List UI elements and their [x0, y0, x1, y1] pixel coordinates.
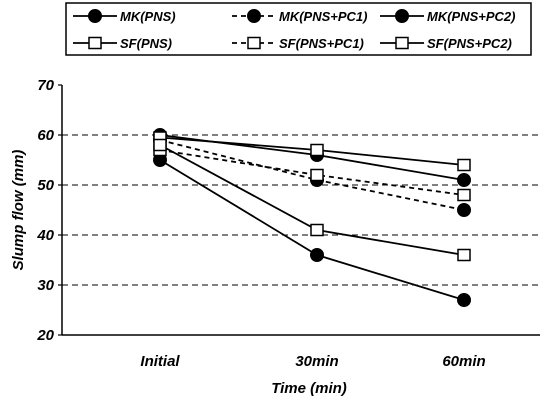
data-point [457, 293, 471, 307]
legend-label: MK(PNS+PC1) [279, 9, 368, 24]
legend: MK(PNS) MK(PNS+PC1) MK(PNS+PC2) SF(PNS) SF(P… [65, 2, 532, 56]
data-point [310, 143, 324, 157]
legend-label: MK(PNS+PC2) [427, 9, 516, 24]
legend-marker [395, 9, 409, 23]
y-tick-label: 40 [36, 227, 54, 244]
x-tick-label: 30min [295, 353, 338, 370]
series-SF(PNS+PC2) [153, 138, 471, 262]
legend-item: SF(PNS+PC1) [232, 36, 364, 51]
legend-item: MK(PNS) [73, 9, 176, 24]
data-point [457, 188, 471, 202]
plot-area: 20 30 40 50 60 70 Initial 30min 60min [36, 77, 540, 370]
y-tick-label: 30 [37, 277, 54, 294]
series-SF(PNS) [153, 131, 471, 172]
legend-item: SF(PNS) [73, 36, 172, 51]
data-point [310, 223, 324, 237]
legend-marker [88, 9, 102, 23]
legend-label: MK(PNS) [120, 9, 176, 24]
x-tick-label: 60min [442, 353, 485, 370]
legend-item: SF(PNS+PC2) [380, 36, 512, 51]
data-point [457, 173, 471, 187]
legend-box [65, 2, 532, 56]
data-point [457, 158, 471, 172]
legend-marker [247, 36, 261, 50]
y-tick-label: 50 [37, 177, 54, 194]
data-point [153, 138, 167, 152]
legend-marker [247, 9, 261, 23]
data-point [457, 203, 471, 217]
y-tick-label: 60 [37, 127, 54, 144]
legend-label: SF(PNS+PC1) [279, 36, 364, 51]
y-axis-title: Slump flow (mm) [10, 150, 27, 271]
legend-label: SF(PNS+PC2) [427, 36, 512, 51]
series-MK(PNS+PC2) [153, 153, 471, 307]
legend-item: MK(PNS+PC2) [380, 9, 516, 24]
legend-marker [88, 36, 102, 50]
y-tick-label: 20 [36, 327, 54, 344]
legend-item: MK(PNS+PC1) [232, 9, 368, 24]
x-tick-label: Initial [140, 353, 180, 370]
y-tick-label: 70 [37, 77, 54, 94]
data-point [310, 168, 324, 182]
x-axis-title: Time (min) [271, 380, 347, 397]
data-point [310, 248, 324, 262]
legend-label: SF(PNS) [120, 36, 172, 51]
legend-marker [395, 36, 409, 50]
data-point [457, 248, 471, 262]
